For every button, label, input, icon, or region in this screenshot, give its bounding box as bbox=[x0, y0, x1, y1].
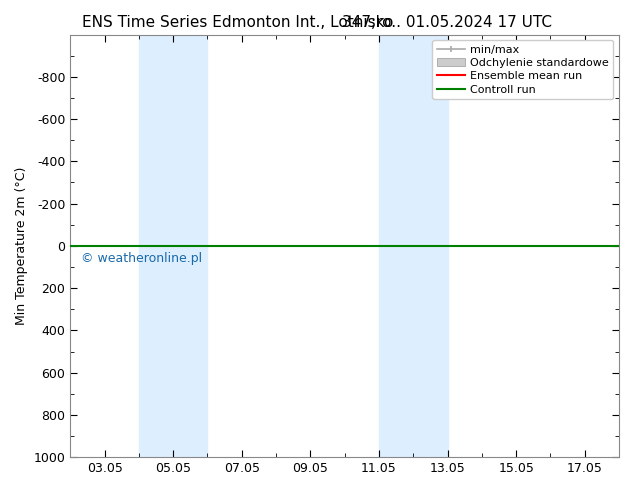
Text: ENS Time Series Edmonton Int., Lotnisko: ENS Time Series Edmonton Int., Lotnisko bbox=[82, 15, 394, 30]
Text: 347;ro.. 01.05.2024 17 UTC: 347;ro.. 01.05.2024 17 UTC bbox=[342, 15, 552, 30]
Y-axis label: Min Temperature 2m (°C): Min Temperature 2m (°C) bbox=[15, 167, 28, 325]
Legend: min/max, Odchylenie standardowe, Ensemble mean run, Controll run: min/max, Odchylenie standardowe, Ensembl… bbox=[432, 40, 614, 99]
Text: © weatheronline.pl: © weatheronline.pl bbox=[81, 252, 202, 265]
Bar bbox=[379, 35, 448, 457]
Bar bbox=[139, 35, 207, 457]
